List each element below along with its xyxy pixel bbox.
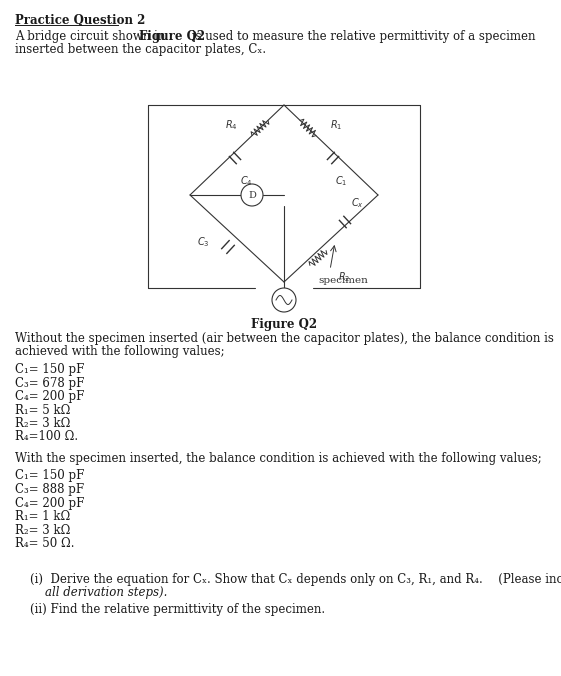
- Text: (i)  Derive the equation for Cₓ. Show that Cₓ depends only on C₃, R₁, and R₄.  (: (i) Derive the equation for Cₓ. Show tha…: [30, 573, 561, 585]
- Text: C₄= 200 pF: C₄= 200 pF: [15, 390, 84, 403]
- Text: C₁= 150 pF: C₁= 150 pF: [15, 363, 84, 376]
- Text: R₁= 5 kΩ: R₁= 5 kΩ: [15, 404, 70, 416]
- Text: (ii) Find the relative permittivity of the specimen.: (ii) Find the relative permittivity of t…: [30, 604, 325, 617]
- Circle shape: [272, 288, 296, 312]
- Text: $C_x$: $C_x$: [351, 196, 364, 210]
- Text: C₃= 888 pF: C₃= 888 pF: [15, 483, 84, 496]
- Text: A bridge circuit shown in: A bridge circuit shown in: [15, 30, 169, 43]
- Text: $R_2$: $R_2$: [338, 270, 350, 284]
- Text: is used to measure the relative permittivity of a specimen: is used to measure the relative permitti…: [188, 30, 536, 43]
- Text: $R_1$: $R_1$: [330, 118, 342, 132]
- Text: $C_1$: $C_1$: [335, 174, 347, 188]
- Text: $C_3$: $C_3$: [197, 235, 210, 249]
- Text: $R_4$: $R_4$: [226, 118, 238, 132]
- Text: C₃= 678 pF: C₃= 678 pF: [15, 377, 84, 389]
- Text: D: D: [248, 191, 256, 199]
- Text: Practice Question 2: Practice Question 2: [15, 14, 145, 27]
- Text: Figure Q2: Figure Q2: [251, 318, 317, 331]
- Text: specimen: specimen: [318, 276, 368, 285]
- Circle shape: [241, 184, 263, 206]
- Text: Figure Q2: Figure Q2: [139, 30, 205, 43]
- Text: With the specimen inserted, the balance condition is achieved with the following: With the specimen inserted, the balance …: [15, 452, 542, 465]
- Text: R₁= 1 kΩ: R₁= 1 kΩ: [15, 510, 70, 523]
- Text: C₄= 200 pF: C₄= 200 pF: [15, 496, 84, 510]
- Text: R₂= 3 kΩ: R₂= 3 kΩ: [15, 523, 70, 537]
- Text: Without the specimen inserted (air between the capacitor plates), the balance co: Without the specimen inserted (air betwe…: [15, 332, 554, 345]
- Text: R₂= 3 kΩ: R₂= 3 kΩ: [15, 417, 70, 430]
- Text: C₁= 150 pF: C₁= 150 pF: [15, 470, 84, 483]
- Text: inserted between the capacitor plates, Cₓ.: inserted between the capacitor plates, C…: [15, 43, 266, 56]
- Text: $C_4$: $C_4$: [240, 174, 253, 188]
- Text: R₄=100 Ω.: R₄=100 Ω.: [15, 431, 78, 443]
- Text: all derivation steps).: all derivation steps).: [45, 586, 167, 599]
- Text: achieved with the following values;: achieved with the following values;: [15, 345, 224, 358]
- Text: R₄= 50 Ω.: R₄= 50 Ω.: [15, 537, 75, 550]
